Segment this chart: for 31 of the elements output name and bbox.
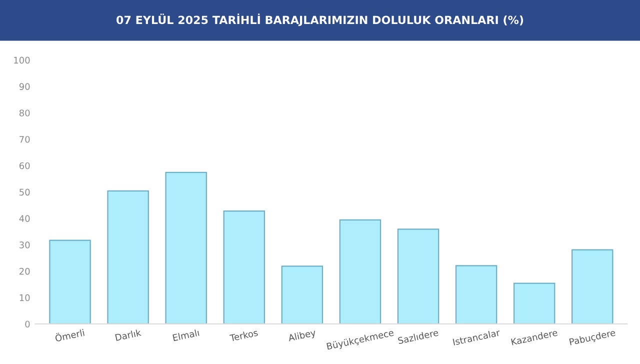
chart-title: 07 EYLÜL 2025 TARİHLİ BARAJLARIMIZIN DOLULUK ORANLARI (%) (116, 14, 524, 26)
y-tick-label: 70 (20, 136, 30, 143)
y-tick-label: 30 (20, 242, 30, 248)
y-tick-label: 0 (25, 320, 30, 328)
bar (339, 219, 382, 324)
bar (49, 240, 91, 324)
y-tick-label: 80 (19, 110, 30, 116)
bar (513, 282, 556, 324)
x-tick-label: Elmalı (172, 328, 200, 342)
x-tick-label: Darlık (115, 328, 142, 341)
bar (223, 210, 266, 324)
bar (281, 266, 324, 324)
y-tick-label: 20 (20, 268, 30, 275)
y-tick-label: 40 (19, 215, 30, 222)
x-tick-label: Ömerli (54, 328, 84, 342)
x-tick-label: Pabuçdere (569, 328, 616, 347)
bar (397, 228, 440, 324)
bar (107, 190, 149, 324)
y-tick-label: 50 (20, 188, 30, 196)
x-tick-label: Kazandere (511, 328, 558, 346)
bar (455, 265, 498, 324)
x-tick-label: Terkos (229, 328, 258, 342)
y-tick-label: 90 (19, 83, 30, 90)
bar (165, 172, 207, 324)
x-tick-label: Alibey (288, 328, 316, 344)
x-tick-label: Sazlıdere (398, 328, 439, 344)
y-tick-label: 10 (20, 294, 30, 302)
y-tick-label: 60 (19, 162, 30, 170)
y-tick-label: 100 (14, 56, 30, 64)
x-tick-label: Istrancalar (452, 328, 500, 346)
bar (572, 249, 614, 324)
